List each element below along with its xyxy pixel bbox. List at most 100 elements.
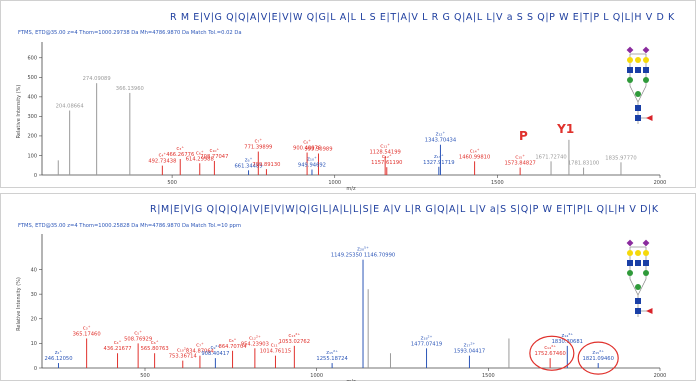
bottom-peak-mz-label: 1477.07419 <box>411 341 442 347</box>
bottom-peak-mz-label: 1821.09460 <box>583 356 614 362</box>
top-peak-mz-label: 708.77047 <box>200 154 228 160</box>
bottom-glycan-icon <box>626 239 653 317</box>
top-peak-mz-label: 799.89130 <box>252 162 280 168</box>
glycan-node-icon <box>627 57 633 63</box>
bottom-peak-ion-label: c₁₂²⁺ <box>249 335 261 341</box>
top-panel-frame <box>0 0 696 188</box>
glycan-node-icon <box>635 298 641 304</box>
bottom-scan-caption: FTMS, ETD@35.00 z=4 Thom=1000.25828 Da M… <box>18 223 241 229</box>
top-peak-ion-label: c₃⁺ <box>176 146 184 152</box>
top-peak-ion-label: c₁₁⁺ <box>380 143 390 149</box>
top-peak-mz-label: 1835.97770 <box>605 155 636 161</box>
top-peak-mz-label: 366.13960 <box>116 86 144 92</box>
bottom-peak-mz-label: 436.21677 <box>104 346 132 352</box>
glycan-node-icon <box>626 239 634 247</box>
top-peak-mz-label: 771.39899 <box>244 145 272 151</box>
glycan-node-icon <box>635 67 641 73</box>
bottom-peak-mz-label: 753.36714 <box>169 354 198 360</box>
top-peak-mz-label: 1128.54199 <box>369 149 400 155</box>
top-peak-mz-label: 900.48976 <box>293 146 321 152</box>
glycan-node-icon <box>635 91 641 97</box>
bottom-peak-ion-label: z₁₇²⁺ <box>464 343 476 349</box>
bottom-peak-mz-label: 908.40417 <box>201 351 229 357</box>
top-annotation-y1: Y1 <box>556 122 574 136</box>
top-scan-caption: FTMS, ETD@35.00 z=4 Thom=1000.29738 Da M… <box>18 30 242 36</box>
bottom-y-tick-label: 10 <box>31 341 37 347</box>
glycan-node-icon <box>627 260 633 266</box>
top-peak-mz-label: 1781.83100 <box>568 161 599 167</box>
top-peak-ion-label: c₄⁺ <box>159 153 167 159</box>
top-y-tick-label: 500 <box>27 75 37 81</box>
top-peak-ion-label: c₁₀⁺ <box>210 148 220 154</box>
bottom-y-tick-label: 30 <box>31 292 37 298</box>
glycan-node-icon <box>646 308 653 314</box>
bottom-y-tick-label: 40 <box>31 267 37 273</box>
top-y-axis-title: Relative Intensity (%) <box>16 85 22 139</box>
bottom-x-tick-label: 500 <box>140 373 150 379</box>
top-peak-mz-label: 661.34489 <box>235 163 263 169</box>
bottom-peak-ion-label: c₁₄²⁺ <box>544 345 556 351</box>
bottom-peak-mz-label: 834.87064 <box>186 349 215 355</box>
top-peak-mz-label: 1460.99810 <box>459 154 490 160</box>
top-peak-ion-label: z₁₃⁺ <box>434 154 444 160</box>
bottom-peak-mz-label: 1255.18724 <box>316 356 348 362</box>
glycan-node-icon <box>635 308 641 314</box>
top-peak-ion-label: z₁₂⁺ <box>436 132 446 138</box>
bottom-peak-ion-label: c₁₃²⁺ <box>288 333 300 339</box>
bottom-peak-mz-label: 565.80763 <box>141 346 169 352</box>
highlight-circle-1 <box>529 335 575 371</box>
bottom-peak-mz-label: 1593.04417 <box>454 349 485 355</box>
glycan-node-icon <box>635 105 641 111</box>
glycan-node-icon <box>627 77 633 83</box>
top-peak-ion-label: c₁₅⁺ <box>515 155 525 161</box>
bottom-y-axis-title: Relative Intensity (%) <box>16 277 22 331</box>
glycan-node-icon <box>643 250 649 256</box>
bottom-peak-ion-label: c₃⁺ <box>83 325 91 331</box>
top-peak-ion-label: c₁₄⁺ <box>470 148 480 154</box>
top-x-tick-label: 2000 <box>654 180 667 186</box>
top-peak-mz-label: 1327.91719 <box>423 160 454 166</box>
top-peak-ion-label: c₈⁺ <box>303 140 311 146</box>
top-peak-mz-label: 1573.84827 <box>504 161 535 167</box>
bottom-peak-ion-label: c₇⁺ <box>196 343 204 349</box>
top-peak-mz-label: 1343.70434 <box>425 138 457 144</box>
glycan-link-icon <box>637 54 647 103</box>
top-annotation-p: P <box>519 129 528 143</box>
glycan-node-icon <box>635 115 641 121</box>
glycan-node-icon <box>642 46 650 54</box>
glycan-node-icon <box>643 260 649 266</box>
glycan-node-icon <box>643 67 649 73</box>
highlight-circle-2 <box>577 341 619 375</box>
bottom-peak-ion-label: z₁₄²⁺ <box>561 333 573 339</box>
bottom-panel-frame <box>0 193 696 381</box>
top-peak-ion-label: c₁₂⁺ <box>382 154 392 160</box>
top-peak-mz-label: 274.09089 <box>83 76 111 82</box>
top-peak-ion-label: c₇⁺ <box>254 139 262 145</box>
top-x-axis-title: m/z <box>346 186 356 192</box>
top-y-tick-label: 400 <box>27 95 37 101</box>
top-peak-mz-label: 949.94692 <box>298 163 326 169</box>
top-y-tick-label: 200 <box>27 134 37 140</box>
bottom-peak-ion-label: z₁₅²⁺ <box>592 350 604 356</box>
bottom-peak-ion-label: z₁₅²⁺ <box>326 350 338 356</box>
bottom-x-tick-label: 1000 <box>310 373 323 379</box>
bottom-peak-mz-label: 1149.25350 1146.70990 <box>331 253 395 259</box>
bottom-peak-mz-label: 246.12050 <box>44 356 72 362</box>
bottom-peak-mz-label: 1752.67460 <box>534 351 565 357</box>
bottom-sequence-label: R|M|E|V|G Q|Q|Q|A|V|E|V|W|Q|G|L|A|L|L|S|… <box>150 204 659 215</box>
glycan-link-icon <box>637 247 647 296</box>
glycan-node-icon <box>627 250 633 256</box>
bottom-y-tick-label: 20 <box>31 317 37 323</box>
bottom-peak-ion-label: c₄⁺ <box>114 340 122 346</box>
glycan-node-icon <box>643 57 649 63</box>
bottom-peak-mz-label: 508.76929 <box>124 336 152 342</box>
glycan-node-icon <box>643 77 649 83</box>
top-sequence-label: R M E|V|G Q|Q|A|V|E|V|W Q|G|L A|L L S E|… <box>170 12 675 23</box>
top-peak-ion-label: z₁₀⁺ <box>307 157 317 163</box>
glycan-node-icon <box>635 284 641 290</box>
top-x-tick-label: 1500 <box>491 180 504 186</box>
bottom-peak-mz-label: 1053.02762 <box>279 339 310 345</box>
top-peak-mz-label: 1671.72740 <box>535 154 566 160</box>
